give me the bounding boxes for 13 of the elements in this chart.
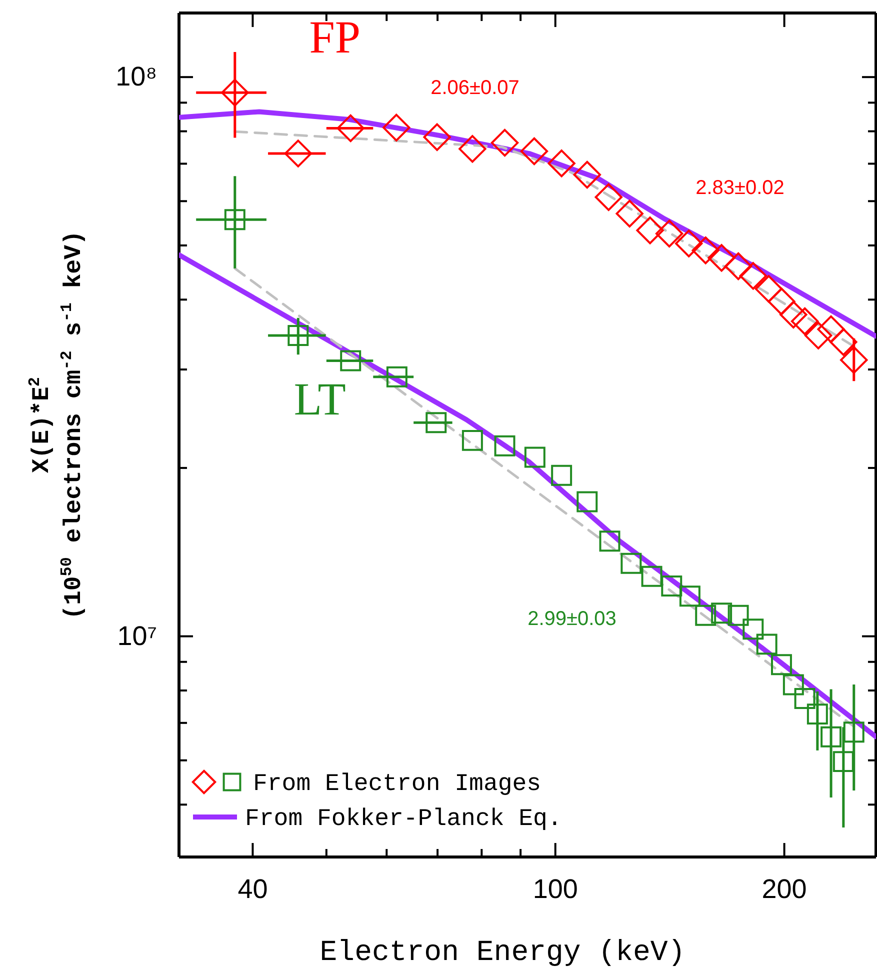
x-tick-label: 100 xyxy=(532,874,578,904)
series-label: LT xyxy=(294,374,346,425)
annotation: 2.83±0.02 xyxy=(696,177,784,199)
x-tick-label: 40 xyxy=(238,874,268,904)
y-tick-label: 10⁷ xyxy=(117,620,157,651)
series-label: FP xyxy=(309,12,360,63)
legend-label: From Fokker-Planck Eq. xyxy=(245,806,562,833)
x-axis-title: Electron Energy (keV) xyxy=(320,936,686,969)
annotation: 2.99±0.03 xyxy=(528,608,616,630)
x-tick-label: 200 xyxy=(762,874,807,904)
annotation: 2.06±0.07 xyxy=(430,77,520,99)
annotation: From Electron Images xyxy=(253,771,542,798)
y-tick-label: 10⁸ xyxy=(116,62,157,92)
